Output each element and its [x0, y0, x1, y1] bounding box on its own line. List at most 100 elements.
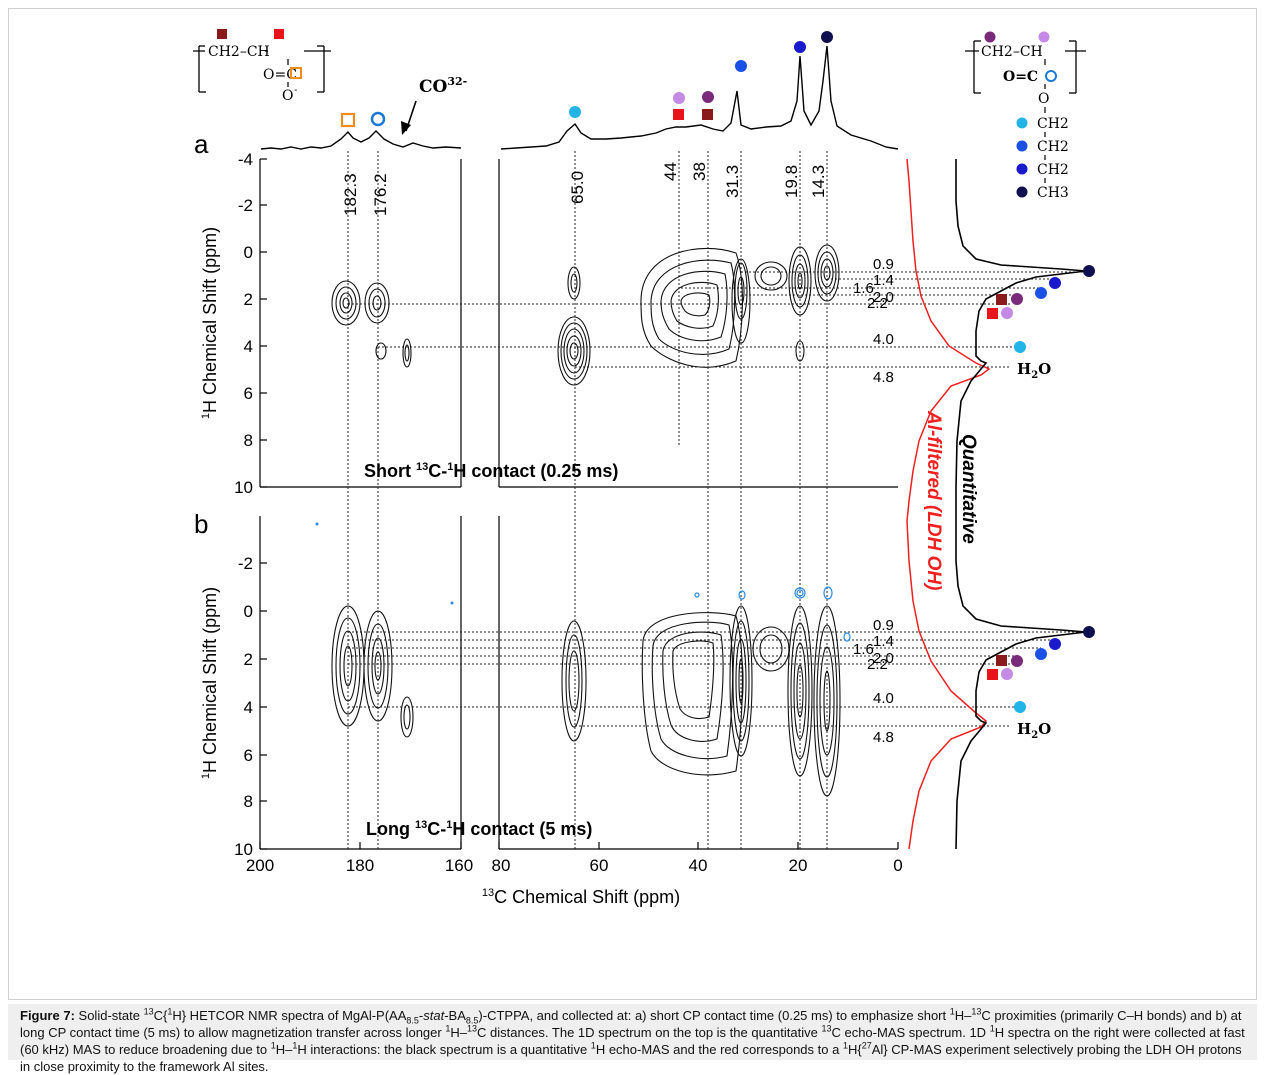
axis-frame-b-right: [498, 516, 898, 850]
svg-text:-4: -4: [238, 150, 253, 169]
caption-text: Solid-state 13C{1H} HETCOR NMR spectra o…: [20, 1006, 1245, 1074]
svg-text:200: 200: [246, 856, 274, 875]
svg-text:80: 80: [492, 856, 511, 875]
contours-b: [331, 605, 841, 797]
top-13c-spectrum-right: [500, 45, 899, 150]
svg-text:-: -: [294, 85, 297, 96]
ytick-labels-b: -2 0 2 4 6 8 10: [234, 554, 253, 859]
svg-text:160: 160: [445, 856, 473, 875]
svg-text:-2: -2: [238, 196, 253, 215]
figure-caption: Figure 7: Solid-state 13C{1H} HETCOR NMR…: [8, 1004, 1257, 1074]
marker-purple-top: [702, 91, 714, 103]
svg-text:38: 38: [690, 162, 709, 181]
side-label-black: Quantitative: [958, 434, 979, 544]
top-13c-spectrum-left: [260, 130, 462, 150]
h1-peak-labels-b: 0.9 1.4 1.6 2.2 2.0 4.0 4.8: [853, 617, 894, 746]
svg-text:6: 6: [244, 384, 253, 403]
figure-graphic: CO32- CH2–CH O=C O -: [193, 29, 1095, 907]
svg-text:2.0: 2.0: [873, 289, 894, 306]
svg-text:1.6: 1.6: [853, 280, 874, 297]
svg-text:19.8: 19.8: [782, 165, 801, 198]
svg-text:1.4: 1.4: [873, 633, 894, 650]
panel-title-b: Long 13C-1H contact (5 ms): [366, 819, 592, 839]
y-axis-title-b: 1H Chemical Shift (ppm): [200, 587, 220, 779]
h1-peak-labels-a: 0.9 1.4 1.6 2.2 2.0 4.0 4.8: [853, 256, 894, 386]
svg-text:44: 44: [661, 162, 680, 181]
svg-text:1.4: 1.4: [873, 272, 894, 289]
svg-text:4.8: 4.8: [873, 729, 894, 746]
svg-text:31.3: 31.3: [723, 165, 742, 198]
structure-right-row1: CH2–CH: [981, 44, 1043, 60]
marker-darknavy-top: [821, 31, 833, 43]
svg-text:14.3: 14.3: [809, 165, 828, 198]
marker-blue-top: [735, 60, 747, 72]
yticks-a: [260, 158, 267, 488]
axis-frame-a-left: [259, 159, 462, 488]
svg-text:0: 0: [244, 243, 253, 262]
marker-darkred-top: [702, 109, 713, 120]
x-axis-title: 13C Chemical Shift (ppm): [482, 887, 680, 907]
xticks: [259, 842, 899, 849]
stray-dot-2: [450, 601, 454, 605]
horizontal-guides-a: [348, 271, 1086, 368]
svg-text:H2O: H2O: [1017, 720, 1051, 741]
marker-red-top: [673, 109, 684, 120]
svg-text:H2O: H2O: [1017, 360, 1051, 381]
svg-text:176.2: 176.2: [371, 173, 390, 216]
c13-peak-labels: 182.3 176.2 65.0 44 38 31.3 19.8 14.3: [341, 162, 828, 216]
structure-right-row2: O=C: [1003, 69, 1038, 85]
contours-a: [331, 244, 840, 386]
svg-text:4: 4: [244, 337, 253, 356]
axis-frame-a-right: [498, 159, 898, 488]
marker-square-orange: [340, 112, 356, 128]
structure-left-row3: O: [282, 88, 293, 104]
axis-frame-b-left: [259, 516, 462, 850]
svg-text:4: 4: [244, 698, 253, 717]
stray-dot-1: [315, 522, 319, 526]
svg-text:10: 10: [234, 478, 253, 497]
svg-text:2.2: 2.2: [867, 295, 888, 312]
structure-left-row2: O=C: [263, 67, 297, 83]
svg-text:65.0: 65.0: [568, 171, 587, 204]
svg-text:4.0: 4.0: [873, 690, 894, 707]
svg-text:8: 8: [244, 431, 253, 450]
svg-text:180: 180: [346, 856, 374, 875]
svg-text:0: 0: [893, 856, 902, 875]
svg-text:4.8: 4.8: [873, 369, 894, 386]
caption-figure-label: Figure 7:: [20, 1008, 75, 1023]
ytick-labels-a: -4 -2 0 2 4 6 8 10: [234, 150, 253, 497]
figure-frame: CO32- CH2–CH O=C O -: [8, 8, 1257, 1000]
svg-text:0: 0: [244, 602, 253, 621]
black-1h-spectrum-a: [955, 159, 1087, 488]
svg-text:20: 20: [789, 856, 808, 875]
svg-text:1.6: 1.6: [853, 641, 874, 658]
negative-contours-b: [694, 586, 851, 642]
red-1h-spectrum: [906, 158, 991, 850]
svg-text:182.3: 182.3: [341, 173, 360, 216]
svg-text:2.2: 2.2: [867, 656, 888, 673]
svg-text:-2: -2: [238, 554, 253, 573]
y-axis-title-a: 1H Chemical Shift (ppm): [200, 227, 220, 419]
structure-left-row1: CH2–CH: [208, 44, 270, 60]
panel-title-a: Short 13C-1H contact (0.25 ms): [364, 461, 618, 481]
svg-text:0.9: 0.9: [873, 617, 894, 634]
black-1h-spectrum-b: [955, 487, 1087, 850]
svg-text:2.0: 2.0: [873, 650, 894, 667]
vertical-guides: [347, 151, 828, 849]
structure-right: CH2–CH O=C O CH2 CH2 CH2 CH3: [965, 31, 1086, 201]
marker-ring-blue: [370, 111, 386, 127]
structure-right-row4: CH2: [1037, 116, 1069, 132]
svg-text:10: 10: [234, 840, 253, 859]
panel-label-b: b: [194, 509, 208, 539]
carbonate-arrowhead: [401, 121, 411, 135]
svg-text:2: 2: [244, 650, 253, 669]
svg-text:8: 8: [244, 792, 253, 811]
marker-cyan-top: [569, 106, 581, 118]
right-markers-b: H2O: [987, 626, 1095, 741]
side-label-red: Al-filtered (LDH OH): [923, 410, 944, 590]
svg-text:2: 2: [244, 290, 253, 309]
marker-navy-top: [794, 41, 806, 53]
svg-text:4.0: 4.0: [873, 331, 894, 348]
xtick-labels: 200 180 160 80 60 40 20 0: [246, 856, 903, 875]
right-markers-a: H2O: [987, 265, 1095, 381]
